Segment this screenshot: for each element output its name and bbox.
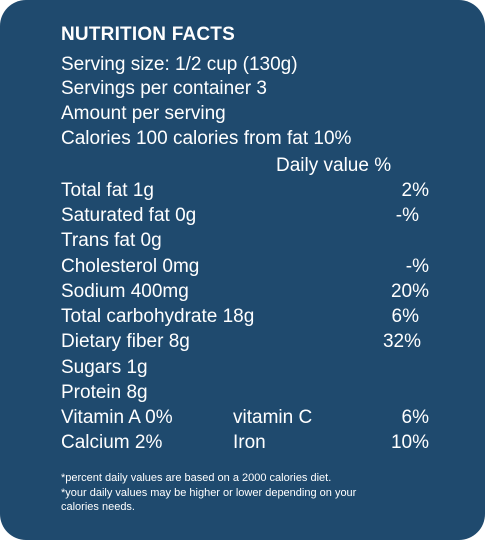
nutrient-row: Total carbohydrate 18g 6% <box>61 306 429 330</box>
nutrient-percent: 32% <box>382 331 421 352</box>
nutrient-row: Total fat 1g 2% <box>61 180 429 204</box>
nutrient-label: Trans fat 0g <box>61 230 162 251</box>
nutrient-label: Saturated fat 0g <box>61 205 197 226</box>
nutrient-percent: -% <box>395 205 419 226</box>
vitamin-row: Calcium 2% Iron 10% <box>61 432 429 456</box>
nutrient-row: Sugars 1g <box>61 357 429 381</box>
footnote: *percent daily values are based on a 200… <box>61 472 332 484</box>
vitamin-c-label: vitamin C <box>233 407 313 428</box>
serving-size: Serving size: 1/2 cup (130g) <box>61 54 298 75</box>
nutrient-row: Protein 8g <box>61 382 429 406</box>
iron-percent: 10% <box>390 432 429 453</box>
nutrient-percent: 6% <box>391 306 419 327</box>
nutrient-percent: 2% <box>401 180 429 201</box>
vitamin-a: Vitamin A 0% <box>61 407 173 428</box>
iron-label: Iron <box>233 432 266 453</box>
vitamin-c-percent: 6% <box>401 407 429 428</box>
footnote: calories needs. <box>61 501 135 513</box>
calcium: Calcium 2% <box>61 432 163 453</box>
nutrient-label: Total carbohydrate 18g <box>61 306 255 327</box>
nutrient-label: Dietary fiber 8g <box>61 331 190 352</box>
nutrient-row: Dietary fiber 8g 32% <box>61 331 429 355</box>
nutrient-row: Saturated fat 0g -% <box>61 205 429 229</box>
nutrient-label: Sodium 400mg <box>61 281 189 302</box>
servings-per-container: Servings per container 3 <box>61 78 267 99</box>
nutrient-row: Cholesterol 0mg -% <box>61 256 429 280</box>
nutrition-title: NUTRITION FACTS <box>61 24 235 45</box>
nutrient-percent: 20% <box>390 281 429 302</box>
nutrient-label: Cholesterol 0mg <box>61 256 200 277</box>
daily-value-header: Daily value % <box>276 155 392 176</box>
nutrient-label: Sugars 1g <box>61 357 148 378</box>
nutrient-row: Trans fat 0g <box>61 230 429 254</box>
nutrient-label: Total fat 1g <box>61 180 154 201</box>
amount-per-serving: Amount per serving <box>61 103 226 124</box>
nutrient-label: Protein 8g <box>61 382 148 403</box>
nutrient-percent: -% <box>405 256 429 277</box>
calories-line: Calories 100 calories from fat 10% <box>61 128 352 149</box>
vitamin-row: Vitamin A 0% vitamin C 6% <box>61 407 429 431</box>
footnote: *your daily values may be higher or lowe… <box>61 487 357 499</box>
nutrient-row: Sodium 400mg 20% <box>61 281 429 305</box>
